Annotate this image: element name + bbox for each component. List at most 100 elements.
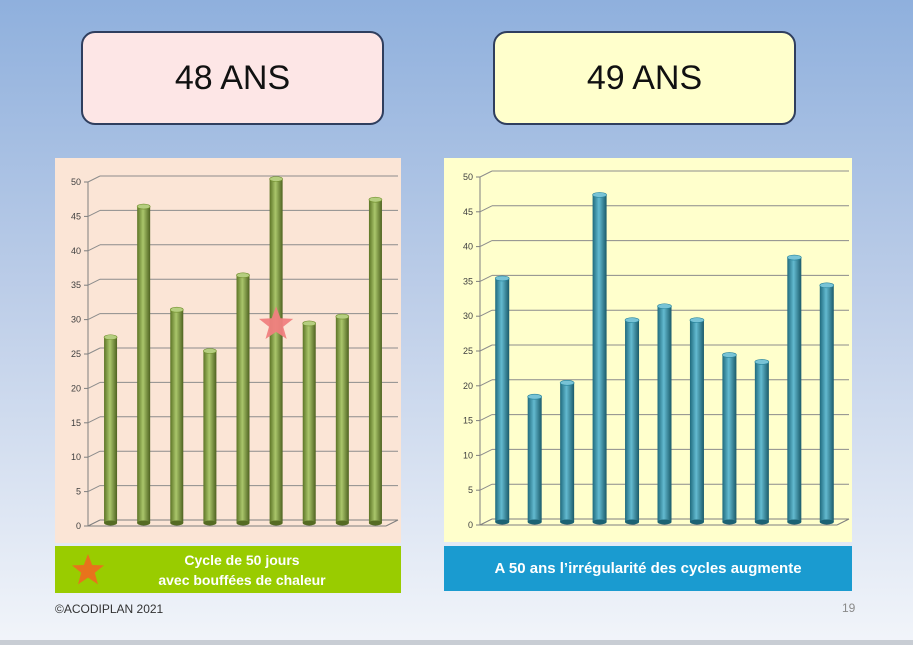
right-grid-slant [479,414,493,422]
left-caption: Cycle de 50 jours avec bouffées de chale… [55,546,401,593]
left-bar [236,272,250,526]
right-bar-body [754,361,769,522]
right-bar-base [754,519,769,525]
right-bar-base [689,519,704,525]
left-bar-body [368,199,382,523]
left-grid-slant [87,175,101,183]
right-y-tick-label: 30 [463,311,473,321]
left-bar-top [103,334,118,341]
left-bar-base [203,520,217,526]
left-bar-body [170,309,184,523]
left-bar-body [269,179,283,523]
left-y-tick-label: 25 [71,349,81,359]
right-bar-body [560,382,575,522]
left-grid-slant [87,313,101,321]
left-bar-top [335,313,350,320]
left-bar-base [368,520,382,526]
right-grid-slant [479,274,493,282]
right-y-tick-label: 20 [463,381,473,391]
copyright-text: ©ACODIPLAN 2021 [55,602,164,616]
right-grid-slant [479,379,493,387]
right-bar-top [527,393,542,400]
left-bar-top [136,203,151,210]
left-bar-base [302,520,316,526]
left-y-tick-label: 20 [71,383,81,393]
left-bar [302,320,317,526]
right-bar [819,282,835,525]
left-age-title: 48 ANS [81,31,384,125]
right-bar-top [819,282,835,289]
right-bar-base [787,519,802,525]
right-grid-slant [479,309,493,317]
right-bar-body [787,257,802,522]
right-bar-base [495,519,510,525]
right-bar-body [625,320,640,522]
left-grid-slant [87,450,101,458]
left-grid-slant [87,485,101,493]
right-bar-top [592,192,607,198]
right-y-tick-label: 0 [468,520,473,530]
star-marker-icon [259,306,294,339]
right-bar-top [689,317,705,323]
right-bar [592,192,607,525]
left-bar-top [203,348,217,354]
right-bar-top [559,380,575,386]
right-bar-base [722,519,737,525]
left-side-wall [87,519,101,527]
right-bar-base [657,519,672,525]
left-chart-svg: 0 5 10 15 20 25 30 35 40 45 50 [71,175,399,531]
right-y-tick-label: 40 [463,242,473,252]
left-caption-line1: Cycle de 50 jours [184,551,300,568]
right-bar-body [495,278,510,522]
left-grid-slant [87,416,101,424]
right-y-tick-label: 25 [463,346,473,356]
left-bar-base [335,520,349,526]
left-bar-base [170,520,184,526]
page-number: 19 [842,601,856,615]
left-bar-top [302,320,317,327]
left-bar [269,176,283,526]
left-bar-body [203,351,217,523]
right-bar-top [754,359,770,365]
left-bar-top [169,306,184,313]
left-bar [335,313,350,526]
right-y-tick-label: 35 [463,276,473,286]
left-y-tick-label: 15 [71,418,81,428]
right-bar [624,317,640,525]
left-bar [169,306,184,526]
left-bar-top [368,196,383,203]
right-y-tick-label: 50 [463,172,473,182]
left-bar-top [236,272,250,279]
left-floor-edge [385,519,399,527]
right-bar [559,380,575,525]
right-age-title: 49 ANS [493,31,796,125]
right-bar [657,303,672,525]
right-bar-body [819,285,834,522]
right-bar [494,275,510,525]
right-bar-top [722,352,737,358]
right-bar-body [722,354,737,522]
left-caption-line2: avec bouffées de chaleur [158,571,326,588]
left-caption-text: Cycle de 50 jours avec bouffées de chale… [130,550,325,590]
star-icon [72,554,104,585]
right-grid-slant [479,240,493,248]
left-y-tick-label: 40 [71,246,81,256]
right-bar-base [819,519,834,525]
right-bar [527,393,542,525]
left-y-tick-label: 10 [71,452,81,462]
right-bar-base [527,519,542,525]
right-bar [787,254,802,525]
left-y-tick-label: 35 [71,280,81,290]
right-bar-top [657,303,672,310]
left-bar-base [104,520,118,526]
right-caption: A 50 ans l’irrégularité des cycles augme… [444,546,852,591]
right-bar-body [592,194,607,522]
right-bar-body [657,306,672,522]
left-grid-slant [87,209,101,217]
left-bar [136,203,151,526]
left-bar [203,348,217,526]
left-bar-base [269,520,283,526]
right-bar-base [560,519,575,525]
right-grid-slant [479,344,493,352]
